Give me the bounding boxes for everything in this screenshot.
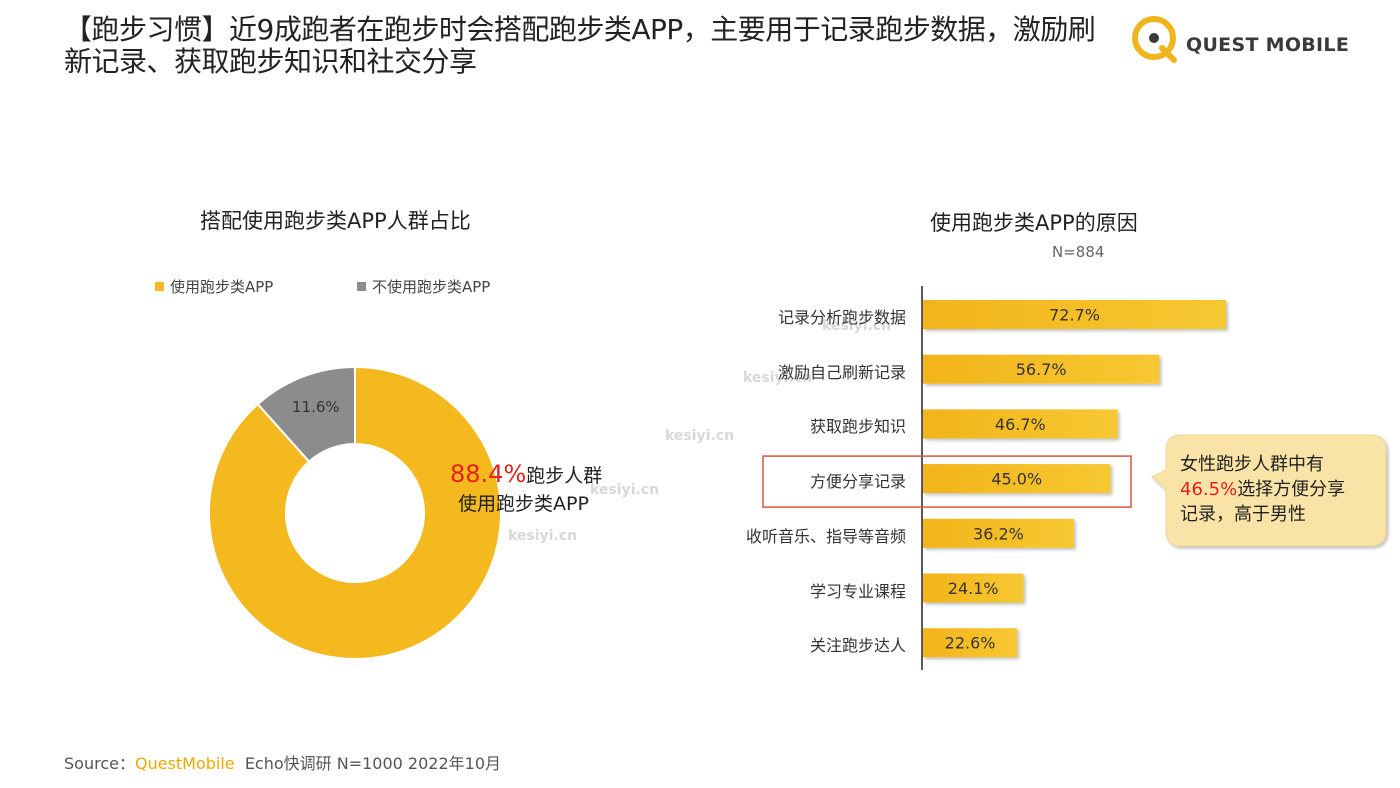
callout-line1: 女性跑步人群中有: [1180, 454, 1324, 475]
bar-value-label: 24.1%: [948, 579, 999, 598]
slice-label-not-use: 11.6%: [292, 398, 340, 416]
donut-chart: [208, 365, 502, 660]
bar-value-label: 36.2%: [973, 524, 1024, 543]
source-brand: QuestMobile: [134, 754, 235, 773]
watermark: kesiyi.cn: [590, 482, 660, 498]
callout-text: 女性跑步人群中有 46.5%选择方便分享 记录，高于男性: [1180, 452, 1345, 527]
bar-category-label: 收听音乐、指导等音频: [745, 526, 906, 546]
watermark: kesiyi.cn: [822, 318, 892, 334]
left-chart-title: 搭配使用跑步类APP人群占比: [200, 209, 471, 233]
sample-size-label: N=884: [1052, 243, 1105, 261]
annotation-value: 88.4%: [450, 460, 527, 488]
bar-chart: 72.7% 56.7% 46.7% 45.0% 36.2% 24.1% 22.6%: [762, 286, 1387, 670]
logo-text: QUEST MOBILE: [1186, 34, 1350, 56]
watermark: kesiyi.cn: [508, 528, 578, 544]
bar-value-label: 22.6%: [945, 634, 996, 653]
donut-slice-not-use-app: [256, 365, 356, 463]
right-chart-title: 使用跑步类APP的原因: [930, 211, 1138, 235]
page-title: 【跑步习惯】近9成跑者在跑步时会搭配跑步类APP，主要用于记录跑步数据，激励刷新…: [64, 13, 1096, 78]
callout-line3: 记录，高于男性: [1180, 504, 1306, 525]
bar-category-label: 记录分析跑步数据: [777, 308, 906, 327]
donut-slice-use-app: [208, 365, 502, 660]
questmobile-logo: QUEST MOBILE: [1130, 14, 1350, 64]
bar-5: [923, 518, 1074, 548]
donut-annotation: 88.4%跑步人群 使用跑步类APP: [450, 460, 602, 518]
callout-line2: 选择方便分享: [1237, 479, 1346, 500]
source-rest: Echo快调研 N=1000 2022年10月: [244, 754, 501, 773]
annotation-line1: 跑步人群: [526, 465, 603, 487]
callout-bubble: [1151, 434, 1387, 547]
callout-value: 46.5%: [1180, 479, 1238, 500]
bar-category-label: 激励自己刷新记录: [777, 362, 906, 382]
source-footnote: Source：QuestMobile Echo快调研 N=1000 2022年1…: [64, 750, 501, 774]
bar-1: [923, 300, 1226, 329]
questmobile-logo-icon: [1132, 16, 1177, 63]
bar-4: [923, 464, 1111, 494]
bar-value-label: 46.7%: [995, 415, 1046, 434]
bar-7: [923, 628, 1018, 658]
bar-3: [923, 409, 1118, 439]
legend-item-not-use-app: 不使用跑步类APP: [357, 276, 490, 297]
bar-6: [923, 573, 1024, 603]
legend-swatch-use: [155, 282, 164, 291]
bar-category-label: 获取跑步知识: [809, 417, 906, 437]
bar-category-label: 关注跑步达人: [809, 636, 906, 656]
bar-2: [923, 354, 1160, 384]
bar-value-label: 45.0%: [991, 470, 1042, 489]
annotation-line2: 使用跑步类APP: [458, 493, 589, 515]
bar-value-label: 72.7%: [1049, 306, 1100, 325]
highlight-box: [762, 455, 1132, 508]
legend-label-not-use: 不使用跑步类APP: [372, 278, 491, 296]
source-prefix: Source：: [64, 754, 135, 773]
bar-category-label: 学习专业课程: [809, 581, 906, 601]
legend-label-use: 使用跑步类APP: [170, 278, 274, 296]
bar-category-label: 方便分享记录: [809, 472, 906, 492]
bar-value-label: 56.7%: [1016, 360, 1067, 379]
legend-item-use-app: 使用跑步类APP: [155, 276, 273, 297]
legend-swatch-not-use: [357, 282, 366, 291]
watermark: kesiyi.cn: [743, 370, 813, 386]
watermark: kesiyi.cn: [665, 428, 735, 444]
